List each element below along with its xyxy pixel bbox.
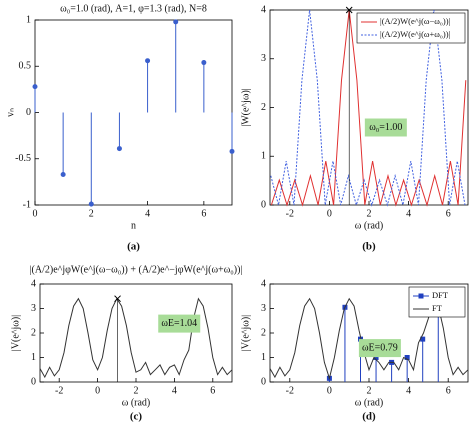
stem-marker (201, 60, 207, 66)
chart-title: |(A/2)e^jφW(e^j(ω−ω₀)) + (A/2)e^−jφW(e^j… (30, 264, 243, 275)
legend-label: |(A/2)W(e^j(ω+ω₀))| (380, 29, 451, 39)
annotation-box (358, 339, 401, 358)
x-tick-label: 4 (172, 385, 177, 396)
plot-area (39, 283, 233, 383)
x-tick-label: 4 (406, 208, 411, 219)
y-tick-label: -1 (23, 199, 31, 210)
panel: -2 0 2 4 6 0 1 2 3 4 ω (rad) |W(e^jω)| (b) ω₀=1.00 |(A… (240, 4, 469, 253)
y-tick-label: 1 (261, 151, 266, 162)
stem-marker (420, 336, 426, 342)
stem-marker (116, 146, 122, 152)
y-tick-label: 0 (31, 376, 36, 387)
stem-marker (404, 355, 410, 360)
stem-marker (173, 19, 179, 25)
x-tick-label: 4 (145, 208, 150, 219)
y-tick-label: 4 (261, 4, 266, 15)
line (270, 9, 467, 207)
panel: -2 0 2 4 6 0 1 2 3 4 |(A/2)e^jφW(e^j(ω−ω₀)) + (A/2… (10, 264, 242, 422)
line (39, 297, 233, 379)
x-axis-label: ω (rad) (122, 397, 151, 408)
x-tick-label: 6 (201, 208, 206, 219)
legend-label: FT (432, 303, 443, 313)
y-axis-label: |W(e^jω)| (240, 88, 251, 127)
y-axis-label: vₙ (5, 108, 16, 117)
legend-label: DFT (432, 290, 449, 300)
chart-title: ω₀=1.0 (rad), A=1, φ=1.3 (rad), N=8 (60, 3, 207, 14)
x-tick-label: 2 (134, 385, 139, 396)
legend-box (408, 286, 466, 318)
y-tick-label: 0 (26, 107, 31, 118)
plot-area (34, 19, 233, 206)
x-tick-label: 6 (446, 208, 451, 219)
legend-box (356, 12, 466, 44)
y-tick-label: 4 (261, 278, 266, 289)
x-tick-label: 2 (89, 208, 94, 219)
x-axis-label: ω (rad) (355, 397, 384, 408)
y-tick-label: 0 (261, 199, 266, 210)
x-tick-label: 0 (327, 208, 332, 219)
y-tick-label: 1 (26, 14, 31, 25)
y-axis-label: |V(e^jω)| (240, 315, 251, 351)
caption: (c) (130, 411, 143, 423)
y-tick-label: 2 (261, 102, 266, 113)
x-tick-label: 6 (446, 385, 451, 396)
y-tick-label: 2 (261, 327, 266, 338)
legend-marker (418, 293, 424, 299)
stem-marker (60, 171, 66, 177)
y-tick-label: 4 (31, 278, 36, 289)
panel: 0 2 4 6 -1 -0.5 0 0.5 1 ω₀=1.0 (rad), A=1, φ=1.3 … (5, 3, 235, 253)
y-tick-label: 0 (261, 376, 266, 387)
x-tick-label: -2 (286, 208, 294, 219)
x-tick-label: -2 (286, 385, 294, 396)
x-tick-label: 0 (327, 385, 332, 396)
y-tick-label: 1 (31, 352, 36, 363)
annotation: ωE=1.04 (161, 318, 197, 329)
caption: (a) (127, 241, 140, 253)
x-axis-label: n (131, 220, 136, 231)
caption: (b) (362, 241, 376, 253)
annotation: ωE=0.79 (362, 342, 398, 353)
annotation-box (364, 118, 407, 137)
x-tick-label: 0 (33, 208, 38, 219)
y-tick-label: 3 (261, 53, 266, 64)
stem-marker (373, 355, 379, 360)
y-axis-label: |V(e^jω)| (10, 315, 21, 351)
legend-label: |(A/2)W(e^j(ω−ω₀))| (380, 16, 451, 26)
stem-marker (32, 84, 38, 90)
panel: -2 0 2 4 6 0 1 2 3 4 ω (rad) |V(e^jω)| (d) ωE=0.79 DFT… (240, 278, 469, 423)
annotation-box (158, 314, 201, 333)
stem-marker (145, 58, 151, 64)
y-tick-label: 0.5 (19, 61, 32, 72)
y-tick-label: -0.5 (15, 153, 31, 164)
y-tick-label: 3 (261, 303, 266, 314)
x-tick-label: 2 (367, 385, 372, 396)
stem-marker (229, 148, 235, 154)
y-tick-label: 1 (261, 352, 266, 363)
annotation: ω₀=1.00 (369, 122, 402, 133)
line (270, 9, 466, 207)
y-tick-label: 2 (31, 327, 36, 338)
x-axis-label: ω (rad) (355, 220, 384, 231)
stem-marker (88, 201, 94, 207)
x-tick-label: 0 (95, 385, 100, 396)
x-tick-label: 2 (367, 208, 372, 219)
y-tick-label: 3 (31, 303, 36, 314)
x-tick-label: 6 (210, 385, 215, 396)
caption: (d) (362, 411, 376, 423)
x-tick-label: 4 (406, 385, 411, 396)
x-tick-label: -2 (55, 385, 63, 396)
